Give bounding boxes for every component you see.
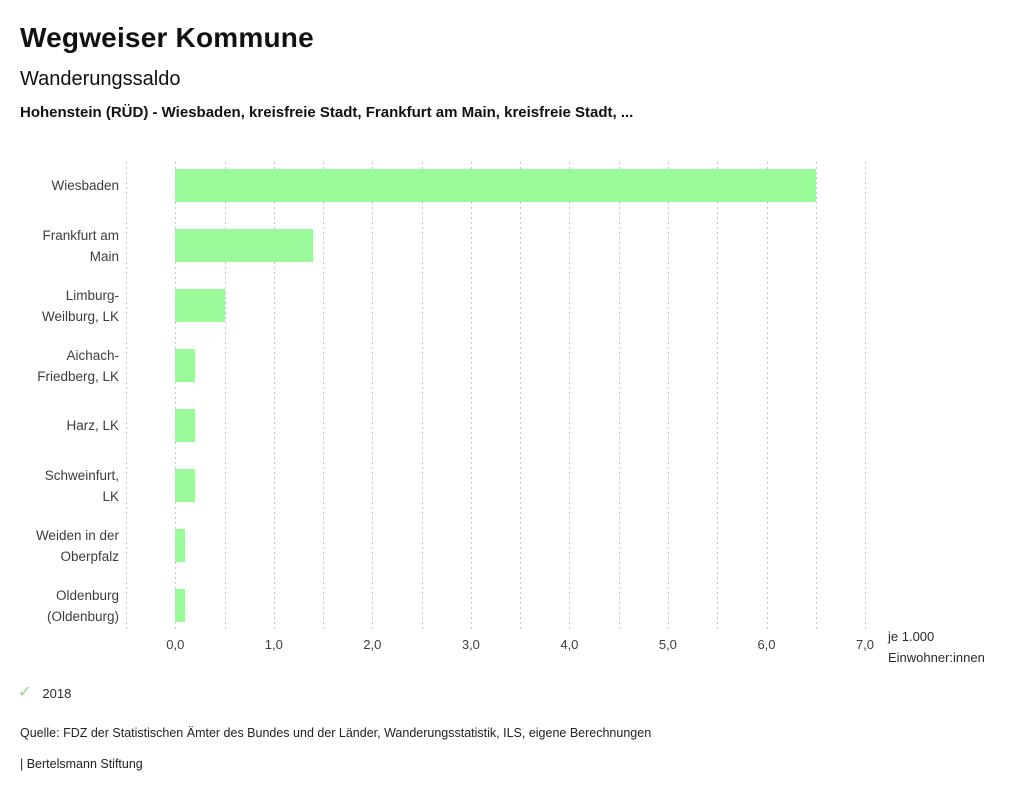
bar-aichach-friedberg-lk[interactable] [175, 349, 195, 382]
gridline [667, 162, 669, 631]
bar-schweinfurt-lk[interactable] [175, 469, 195, 502]
category-label: Limburg- Weilburg, LK [41, 287, 119, 324]
x-axis-unit-line1: je 1.000 [888, 629, 935, 644]
bar-weiden-in-der-oberpfalz[interactable] [175, 529, 186, 562]
legend-item-2018[interactable]: ✓ 2018 [18, 685, 71, 701]
gridline [865, 162, 866, 631]
x-tick-label: 6,0 [757, 637, 776, 652]
category-label: Wiesbaden [51, 178, 119, 193]
legend-year-label: 2018 [42, 685, 72, 701]
gridline [569, 162, 571, 631]
x-tick-label: 4,0 [560, 637, 579, 652]
gridline [470, 162, 472, 631]
category-label: Oldenburg (Oldenburg) [46, 587, 119, 624]
gridline [618, 162, 620, 631]
x-axis-unit-label: je 1.000 Einwohner:innen [888, 626, 985, 668]
bar-wiesbaden[interactable] [175, 169, 816, 202]
x-tick-label: 0,0 [166, 637, 185, 652]
category-label-column: Wiesbaden Frankfurt am Main Limburg- Weilbur… [0, 0, 119, 797]
plot-area [126, 162, 866, 631]
gridline [421, 162, 423, 631]
gridline [175, 162, 177, 631]
x-axis-unit-line2: Einwohner:innen [888, 650, 985, 665]
gridline [323, 162, 325, 631]
category-label: Schweinfurt, LK [44, 467, 119, 504]
page-title: Wegweiser Kommune [20, 22, 314, 53]
category-label: Weiden in der Oberpfalz [35, 527, 119, 564]
category-label: Harz, LK [66, 418, 119, 433]
check-icon: ✓ [18, 684, 32, 701]
x-tick-label: 2,0 [363, 637, 382, 652]
chart-description: Hohenstein (RÜD) - Wiesbaden, kreisfreie… [20, 104, 634, 121]
gridline [372, 162, 374, 631]
gridline [273, 162, 275, 631]
gridline [224, 162, 226, 631]
bar-oldenburg-oldenburg-[interactable] [175, 589, 186, 622]
category-label: Frankfurt am Main [42, 227, 119, 264]
branding: | Bertelsmann Stiftung [20, 757, 143, 771]
gridline [717, 162, 719, 631]
bar-frankfurt-am-main[interactable] [175, 229, 314, 262]
chart-title: Wanderungssaldo [20, 68, 181, 90]
bar-harz-lk[interactable] [175, 409, 195, 442]
source-note: Quelle: FDZ der Statistischen Ämter des … [20, 726, 652, 740]
bar-limburg-weilburg-lk[interactable] [175, 289, 225, 322]
gridline [126, 162, 127, 631]
x-tick-label: 5,0 [658, 637, 677, 652]
x-tick-label: 1,0 [264, 637, 283, 652]
gridline [766, 162, 768, 631]
category-label: Aichach- Friedberg, LK [37, 347, 119, 384]
gridline [815, 162, 817, 631]
x-tick-label: 7,0 [855, 637, 875, 652]
x-tick-label: 3,0 [461, 637, 480, 652]
gridline [520, 162, 522, 631]
